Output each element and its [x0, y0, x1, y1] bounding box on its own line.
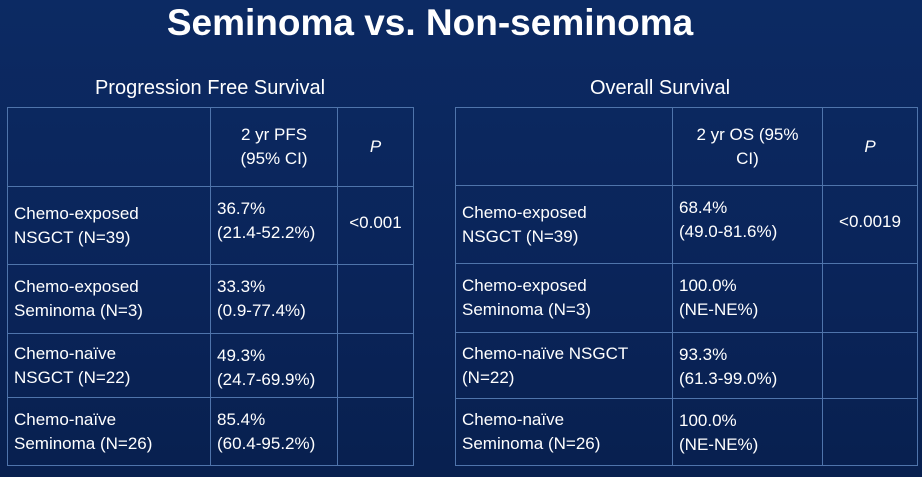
table-row: Chemo-exposed NSGCT (N=39) 68.4% (49.0-81.6… [455, 185, 918, 264]
confidence-interval: (NE-NE%) [679, 435, 759, 454]
table-row: Chemo-naïve Seminoma (N=26) 85.4% (60.4-95.… [7, 397, 414, 466]
table-row: Chemo-exposed Seminoma (N=3) 33.3% (0.9-77.… [7, 264, 414, 334]
label-line: NSGCT (N=22) [14, 367, 131, 387]
table-row: Chemo-naïve NSGCT (N=22) 93.3% (61.3-99.0%) [455, 332, 918, 399]
estimate: 36.7% [217, 199, 266, 218]
label-line: Seminoma (N=3) [14, 301, 143, 320]
estimate: 85.4% [217, 410, 266, 429]
row-label: Chemo-naïve Seminoma (N=26) [455, 398, 673, 466]
p-value [337, 333, 414, 398]
table-row: Chemo-exposed Seminoma (N=3) 100.0% (NE-NE%… [455, 263, 918, 333]
confidence-interval: (0.9-77.4%) [217, 301, 306, 320]
estimate: 68.4% [679, 198, 728, 217]
estimate-cell: 33.3% (0.9-77.4%) [210, 264, 338, 334]
estimate: 33.3% [217, 277, 266, 296]
label-line: Seminoma (N=26) [462, 434, 601, 453]
estimate-cell: 68.4% (49.0-81.6%) [672, 185, 823, 264]
label-line: Chemo-exposed [14, 203, 139, 223]
table-row: Chemo-naïve Seminoma (N=26) 100.0% (NE-NE%) [455, 398, 918, 466]
confidence-interval: (NE-NE%) [679, 300, 759, 319]
estimate: 49.3% [217, 346, 266, 365]
data-table: 2 yr PFS (95% CI) P Chemo-exposed NSGCT (N=3… [7, 107, 414, 466]
label-line: Seminoma (N=26) [14, 433, 153, 453]
confidence-interval: (49.0-81.6%) [679, 222, 778, 241]
label-line: Chemo-naïve NSGCT [462, 343, 629, 363]
slide-title: Seminoma vs. Non-seminoma [166, 2, 694, 43]
row-label: Chemo-naïve Seminoma (N=26) [7, 397, 211, 466]
label-line: Chemo-exposed [462, 276, 587, 295]
p-value [822, 398, 918, 466]
row-label: Chemo-naïve NSGCT (N=22) [455, 332, 673, 399]
header-line: CI) [736, 148, 759, 168]
label-line: Chemo-exposed [14, 277, 139, 296]
confidence-interval: (21.4-52.2%) [217, 223, 316, 242]
label-line: NSGCT (N=39) [462, 226, 579, 246]
p-value [337, 397, 414, 466]
row-label: Chemo-exposed Seminoma (N=3) [455, 263, 673, 333]
estimate: 93.3% [679, 345, 728, 364]
header-row: 2 yr PFS (95% CI) P [7, 107, 414, 187]
label-line: NSGCT (N=39) [14, 227, 131, 247]
p-value: <0.001 [337, 186, 414, 265]
header-line: (95% CI) [240, 149, 308, 168]
estimate: 100.0% [679, 411, 737, 430]
header-line: 2 yr OS (95% [696, 124, 799, 144]
label-line: Chemo-exposed [462, 202, 587, 222]
p-value [822, 263, 918, 333]
header-cell: P [822, 107, 918, 186]
table-row: Chemo-naïve NSGCT (N=22) 49.3% (24.7-69.9%) [7, 333, 414, 398]
header-cell: P [337, 107, 414, 187]
estimate-cell: 100.0% (NE-NE%) [672, 263, 823, 333]
label-line: Chemo-naïve [14, 409, 117, 429]
confidence-interval: (60.4-95.2%) [217, 434, 316, 453]
p-value [822, 332, 918, 399]
confidence-interval: (61.3-99.0%) [679, 369, 778, 388]
estimate-cell: 93.3% (61.3-99.0%) [672, 332, 823, 399]
row-label: Chemo-naïve NSGCT (N=22) [7, 333, 211, 398]
label-line: Chemo-naïve [462, 410, 565, 429]
estimate-cell: 49.3% (24.7-69.9%) [210, 333, 338, 398]
p-value: <0.0019 [822, 185, 918, 264]
table-caption: Overall Survival [589, 77, 731, 99]
data-table: 2 yr OS (95% CI) P Chemo-exposed NSGCT (N=39… [455, 107, 918, 466]
label-line: (N=22) [462, 367, 515, 387]
header-row: 2 yr OS (95% CI) P [455, 107, 918, 186]
estimate-cell: 36.7% (21.4-52.2%) [210, 186, 338, 265]
row-label: Chemo-exposed NSGCT (N=39) [7, 186, 211, 265]
header-cell: 2 yr PFS (95% CI) [210, 107, 338, 187]
table-caption: Progression Free Survival [94, 77, 326, 99]
row-label: Chemo-exposed Seminoma (N=3) [7, 264, 211, 334]
estimate-cell: 85.4% (60.4-95.2%) [210, 397, 338, 466]
estimate-cell: 100.0% (NE-NE%) [672, 398, 823, 466]
estimate: 100.0% [679, 276, 737, 295]
header-cell: 2 yr OS (95% CI) [672, 107, 823, 186]
p-value [337, 264, 414, 334]
header-cell [455, 107, 673, 186]
confidence-interval: (24.7-69.9%) [217, 370, 316, 389]
row-label: Chemo-exposed NSGCT (N=39) [455, 185, 673, 264]
header-cell [7, 107, 211, 187]
label-line: Chemo-naïve [14, 343, 117, 363]
header-line: 2 yr PFS [240, 125, 308, 144]
table-row: Chemo-exposed NSGCT (N=39) 36.7% (21.4-52.2… [7, 186, 414, 265]
label-line: Seminoma (N=3) [462, 300, 591, 319]
